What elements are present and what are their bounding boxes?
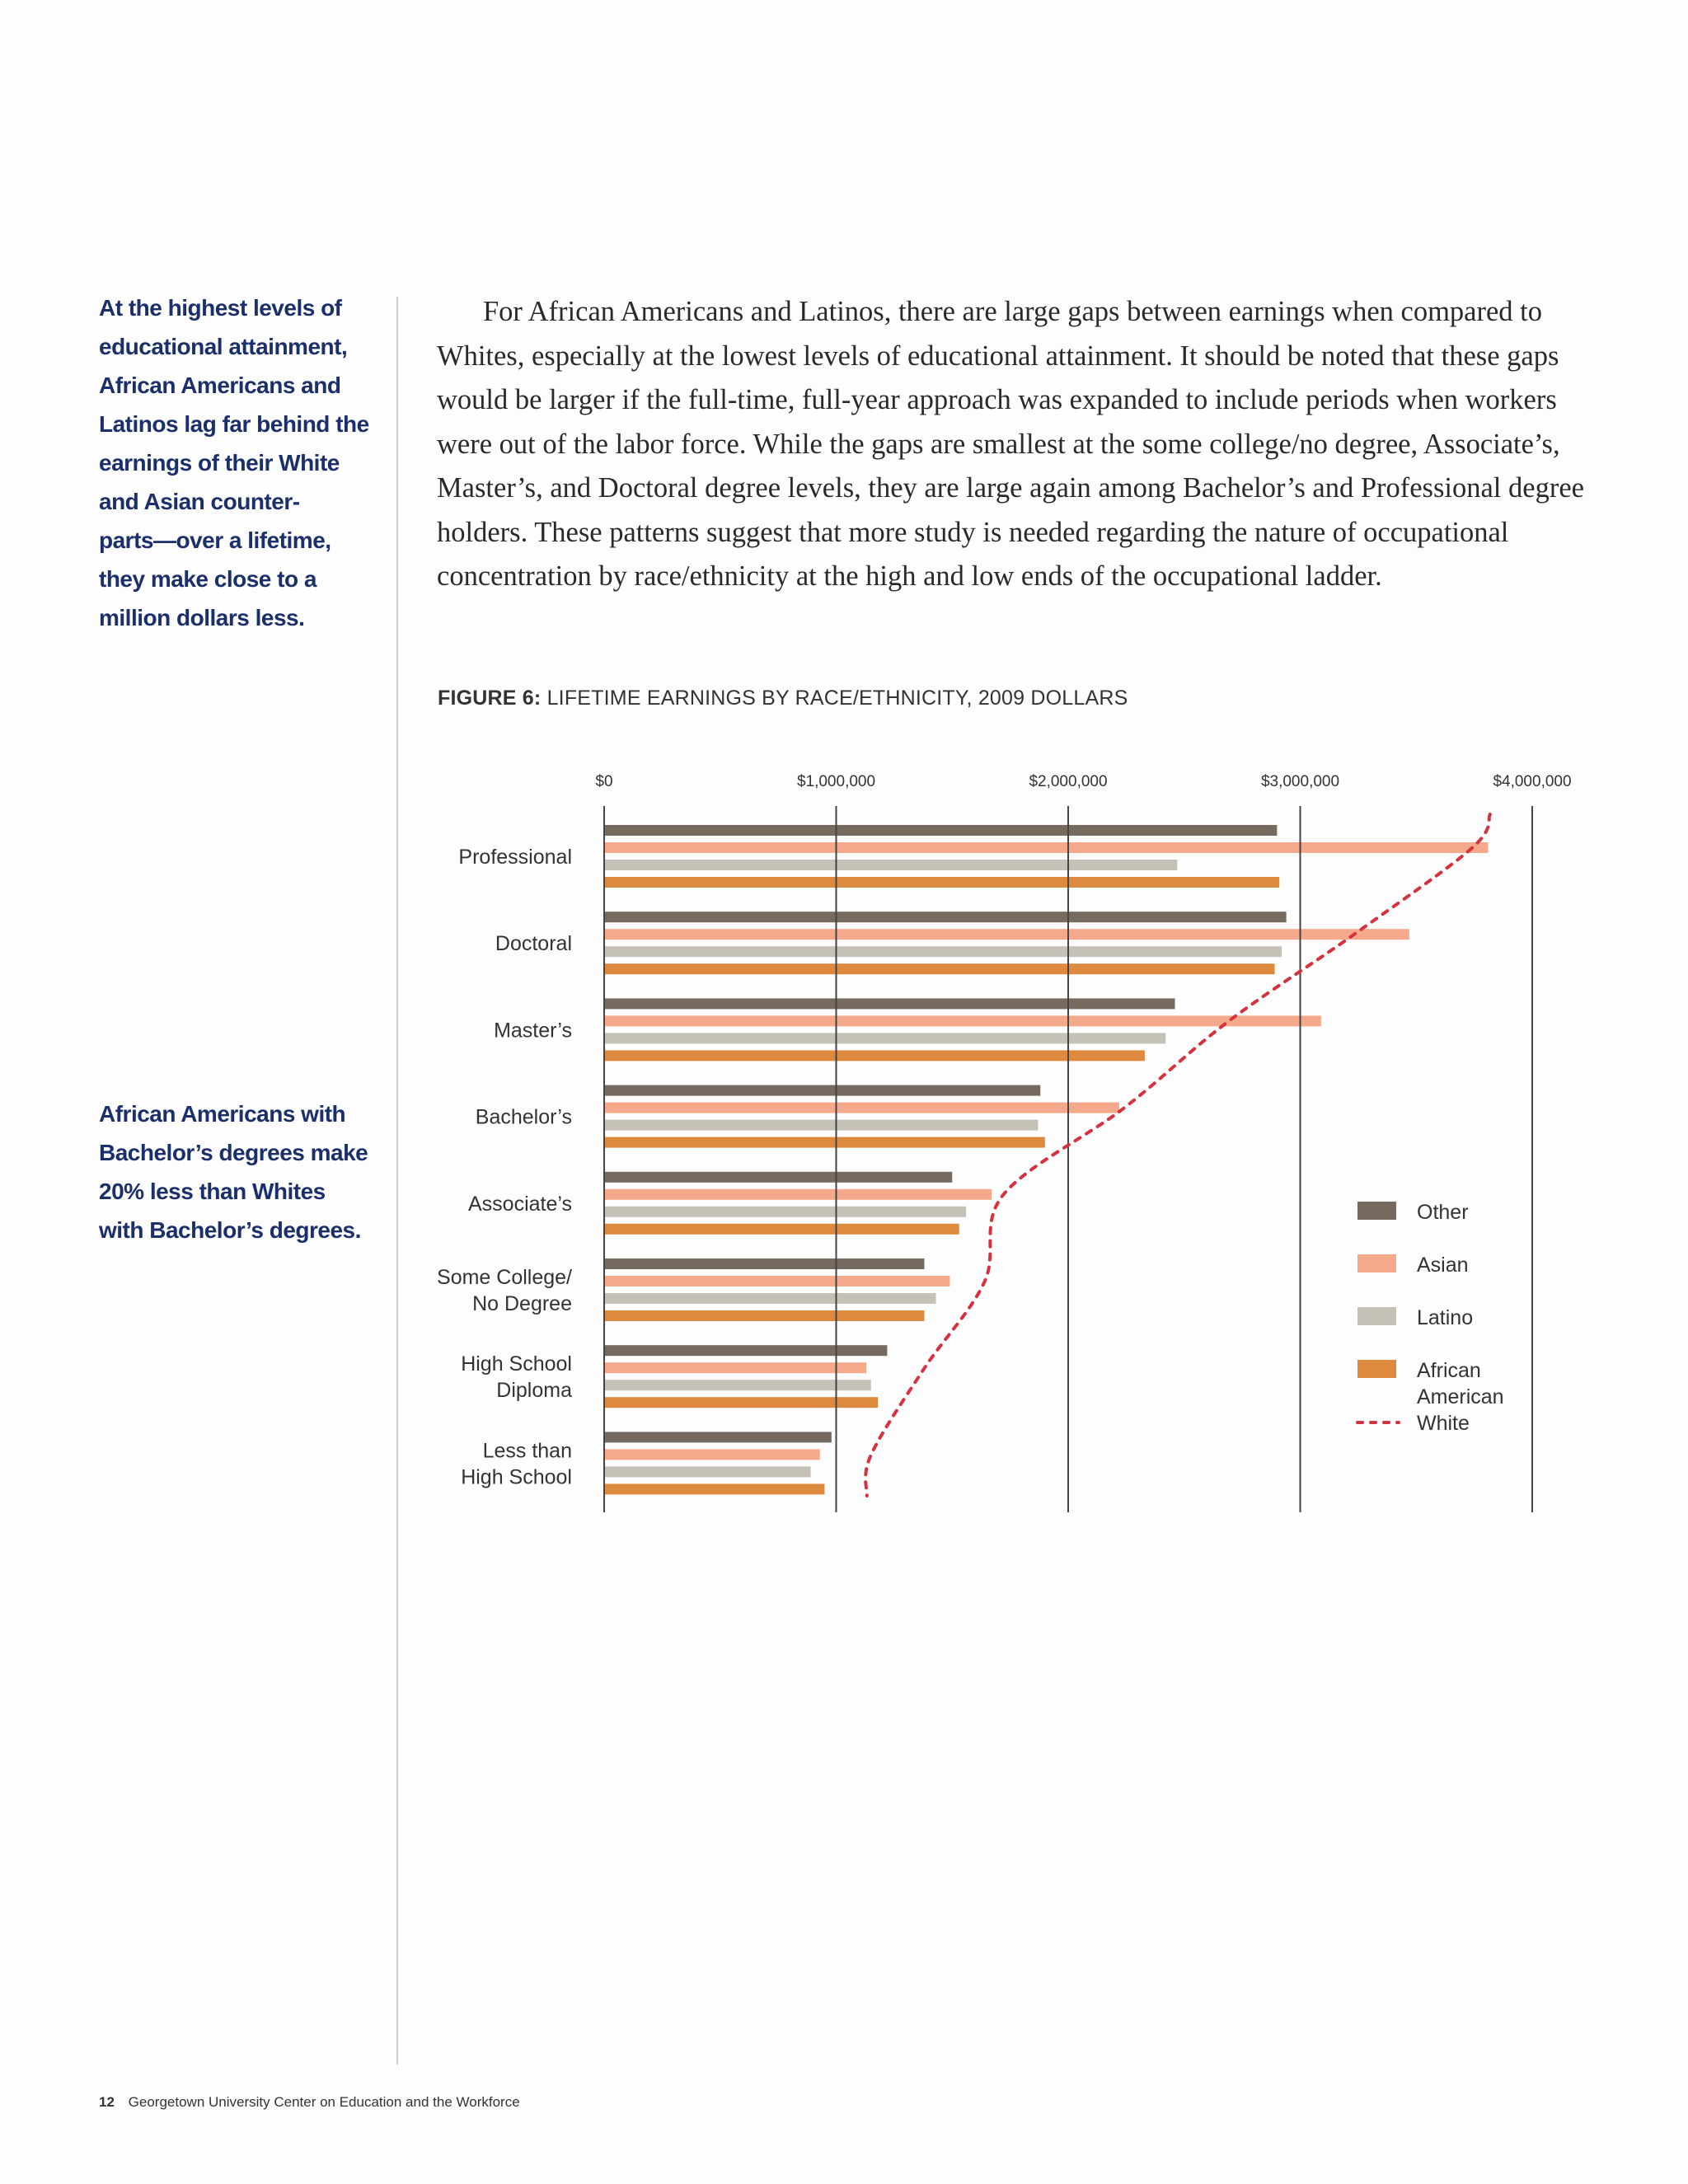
legend-label: Latino (1417, 1306, 1473, 1329)
legend-label: Asian (1417, 1254, 1469, 1277)
x-tick-label: $3,000,000 (1261, 773, 1339, 790)
category-label: Some College/ (437, 1266, 572, 1289)
bar-latino (604, 1119, 1039, 1131)
legend-label: Other (1417, 1201, 1469, 1224)
category-label: No Degree (472, 1292, 572, 1315)
pull-quote-top-line: they make close to a (99, 566, 316, 592)
bar-asian (604, 1188, 992, 1200)
x-tick-label: $1,000,000 (797, 773, 875, 790)
bar-other (604, 825, 1278, 836)
pull-quote-top-line: earnings of their White (99, 450, 340, 476)
bar-asian (604, 1362, 867, 1374)
figure-label: FIGURE 6: (438, 687, 542, 710)
bar-asian (604, 1015, 1321, 1027)
figure-title: FIGURE 6: LIFETIME EARNINGS BY RACE/ETHN… (438, 687, 1128, 710)
bar-other (604, 1345, 888, 1357)
bar-other (604, 1258, 925, 1269)
figure-caption: LIFETIME EARNINGS BY RACE/ETHNICITY, 200… (546, 687, 1128, 710)
bar-asian (604, 929, 1409, 940)
bar-asian (604, 1449, 820, 1460)
pull-quote-bottom-line: 20% less than Whites (99, 1179, 326, 1204)
column-divider (396, 297, 398, 2064)
bar-other (604, 912, 1287, 923)
bar-african-american (604, 1310, 925, 1321)
x-tick-label: $2,000,000 (1029, 773, 1107, 790)
bar-african-american (604, 1137, 1045, 1148)
bar-african-american (604, 963, 1275, 975)
pull-quote-bottom: African Americans with Bachelor’s degrees… (99, 1094, 371, 1249)
bar-african-american (604, 1483, 825, 1495)
pull-quote-top-line: At the highest levels of (99, 295, 342, 321)
pull-quote-bottom-line: Bachelor’s degrees make (99, 1140, 368, 1165)
line-white (864, 813, 1492, 1497)
pull-quote-top-line: parts—over a lifetime, (99, 527, 331, 553)
legend-swatch (1357, 1307, 1396, 1325)
bar-latino (604, 1380, 871, 1391)
category-label: Master’s (494, 1019, 572, 1042)
legend-swatch (1357, 1202, 1396, 1220)
page-footer: 12 Georgetown University Center on Educa… (99, 2094, 520, 2111)
category-label: High School (461, 1352, 572, 1376)
bar-latino (604, 946, 1282, 958)
pull-quote-top-line: African Americans and (99, 373, 341, 398)
legend-label: White (1417, 1412, 1470, 1435)
bar-asian (604, 842, 1489, 853)
bar-asian (604, 1102, 1119, 1113)
bar-african-american (604, 1223, 959, 1235)
page-number: 12 (99, 2094, 115, 2110)
bar-latino (604, 1466, 811, 1478)
bar-latino (604, 860, 1178, 870)
bar-latino (604, 1033, 1166, 1044)
legend-label: American (1417, 1385, 1504, 1408)
bar-african-american (604, 1397, 879, 1408)
category-label: Doctoral (495, 932, 572, 955)
bar-other (604, 1171, 953, 1183)
bar-latino (604, 1206, 967, 1217)
pull-quote-top-line: educational attainment, (99, 334, 348, 359)
category-label: Bachelor’s (476, 1106, 572, 1129)
pull-quote-top-line: Latinos lag far behind the (99, 411, 369, 437)
category-label: Associate’s (468, 1193, 572, 1216)
category-label: Less than (483, 1439, 572, 1462)
bar-other (604, 998, 1175, 1010)
category-label: High School (461, 1465, 572, 1488)
bar-latino (604, 1293, 936, 1304)
legend-swatch (1357, 1360, 1396, 1378)
category-label: Diploma (496, 1379, 572, 1402)
bar-african-american (604, 877, 1280, 888)
body-paragraph: For African Americans and Latinos, there… (437, 296, 1584, 592)
x-tick-label: $4,000,000 (1493, 773, 1571, 790)
pull-quote-bottom-line: with Bachelor’s degrees. (99, 1217, 361, 1243)
publisher-name: Georgetown University Center on Educatio… (128, 2094, 520, 2110)
x-tick-label: $0 (595, 773, 612, 790)
bar-other (604, 1085, 1041, 1096)
pull-quote-top-line: million dollars less. (99, 605, 305, 630)
bar-other (604, 1432, 832, 1443)
bar-african-american (604, 1050, 1145, 1062)
legend-label: African (1417, 1359, 1481, 1382)
pull-quote-bottom-line: African Americans with (99, 1101, 346, 1127)
legend-swatch (1357, 1254, 1396, 1272)
pull-quote-top-line: and Asian counter- (99, 489, 300, 514)
category-label: Professional (458, 846, 572, 869)
pull-quote-top: At the highest levels of educational atta… (99, 288, 371, 637)
bar-asian (604, 1276, 950, 1286)
